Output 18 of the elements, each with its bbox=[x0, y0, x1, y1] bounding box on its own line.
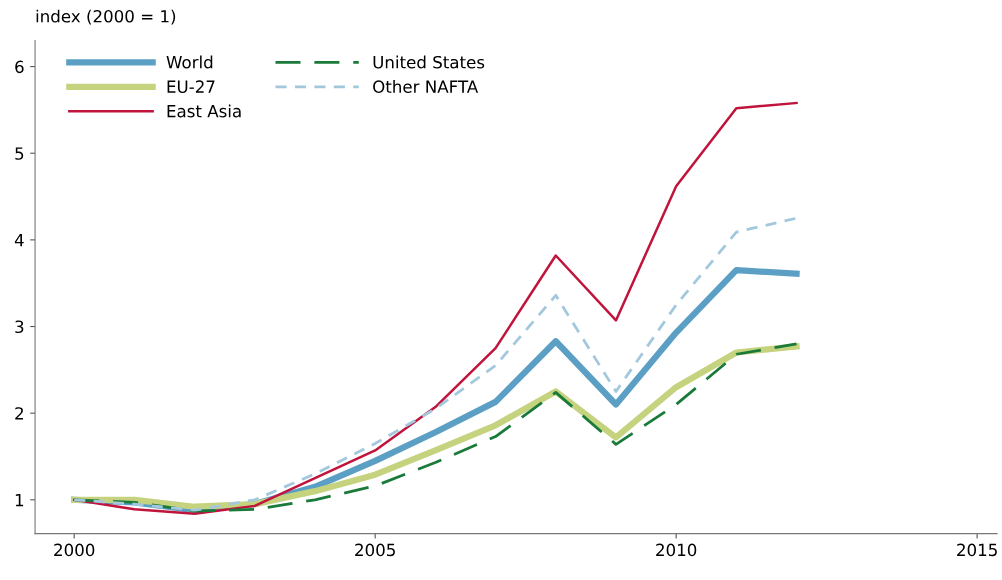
legend-label: Other NAFTA bbox=[373, 80, 479, 93]
y-tick-label: 5 bbox=[15, 147, 24, 160]
y-tick-label: 4 bbox=[14, 234, 24, 247]
y-tick-label: 6 bbox=[15, 60, 24, 74]
x-tick-label: 2015 bbox=[957, 543, 997, 557]
legend-label: United States bbox=[373, 55, 485, 69]
legend-label: World bbox=[166, 55, 213, 69]
y-tick-label: 3 bbox=[15, 320, 24, 334]
legend-label: East Asia bbox=[167, 104, 241, 118]
y-axis-title: index (2000 = 1) bbox=[36, 9, 176, 25]
line-series bbox=[72, 101, 798, 515]
x-tick-label: 2005 bbox=[355, 543, 395, 557]
y-tick-label: 2 bbox=[15, 407, 23, 420]
x-tick-label: 2010 bbox=[656, 543, 697, 557]
legend-label: EU-27 bbox=[167, 80, 215, 93]
line-series bbox=[72, 216, 798, 512]
y-tick-label: 1 bbox=[15, 493, 24, 507]
x-tick-label: 2000 bbox=[54, 543, 95, 557]
